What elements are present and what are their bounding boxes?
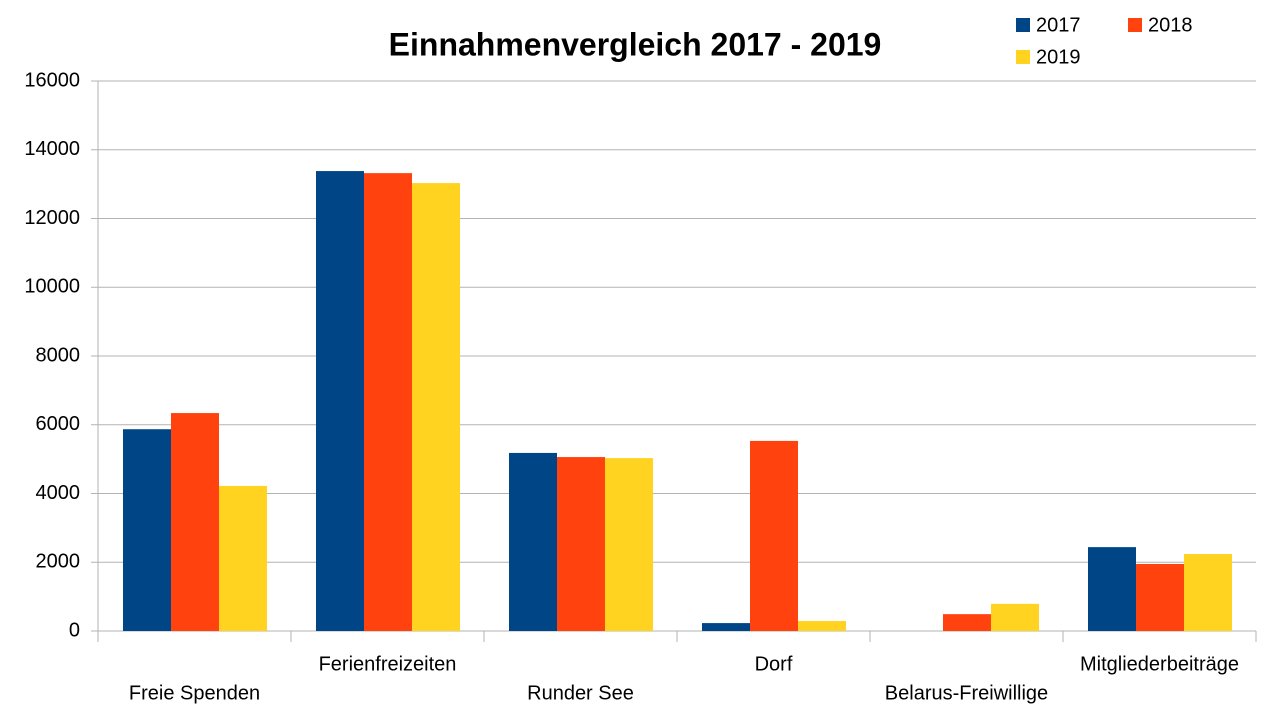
y-tick-label: 4000 — [36, 482, 81, 504]
x-tick-label: Dorf — [755, 653, 793, 675]
x-tick-label: Runder See — [527, 682, 634, 704]
x-tick-label: Mitgliederbeiträge — [1080, 653, 1239, 675]
bar — [750, 440, 798, 631]
y-tick-label: 10000 — [24, 276, 80, 298]
bar — [412, 183, 460, 631]
bar — [316, 171, 364, 631]
bar — [605, 458, 653, 631]
bar — [798, 621, 846, 631]
bar — [557, 457, 605, 631]
bar — [219, 485, 267, 631]
legend-label: 2017 — [1036, 14, 1081, 36]
legend-label: 2018 — [1148, 14, 1193, 36]
bar — [509, 452, 557, 631]
bar — [991, 603, 1039, 631]
bar — [1136, 563, 1184, 631]
legend-label: 2019 — [1036, 46, 1081, 68]
x-tick-label: Belarus-Freiwillige — [885, 682, 1048, 704]
bar — [1184, 554, 1232, 631]
y-tick-label: 14000 — [24, 138, 80, 160]
y-tick-label: 16000 — [24, 69, 80, 91]
bar — [364, 173, 412, 631]
bar — [943, 614, 991, 631]
bar — [1088, 547, 1136, 631]
y-tick-label: 0 — [69, 619, 80, 641]
y-tick-label: 2000 — [36, 551, 81, 573]
bar — [702, 623, 750, 631]
y-tick-label: 8000 — [36, 344, 81, 366]
y-tick-label: 12000 — [24, 207, 80, 229]
legend-swatch — [1128, 18, 1142, 32]
legend-swatch — [1016, 18, 1030, 32]
bar — [123, 429, 171, 631]
x-tick-label: Freie Spenden — [129, 682, 260, 704]
y-tick-label: 6000 — [36, 413, 81, 435]
bar — [171, 413, 219, 631]
chart-title: Einnahmenvergleich 2017 - 2019 — [389, 26, 882, 62]
legend-swatch — [1016, 50, 1030, 64]
x-tick-label: Ferienfreizeiten — [319, 653, 457, 675]
